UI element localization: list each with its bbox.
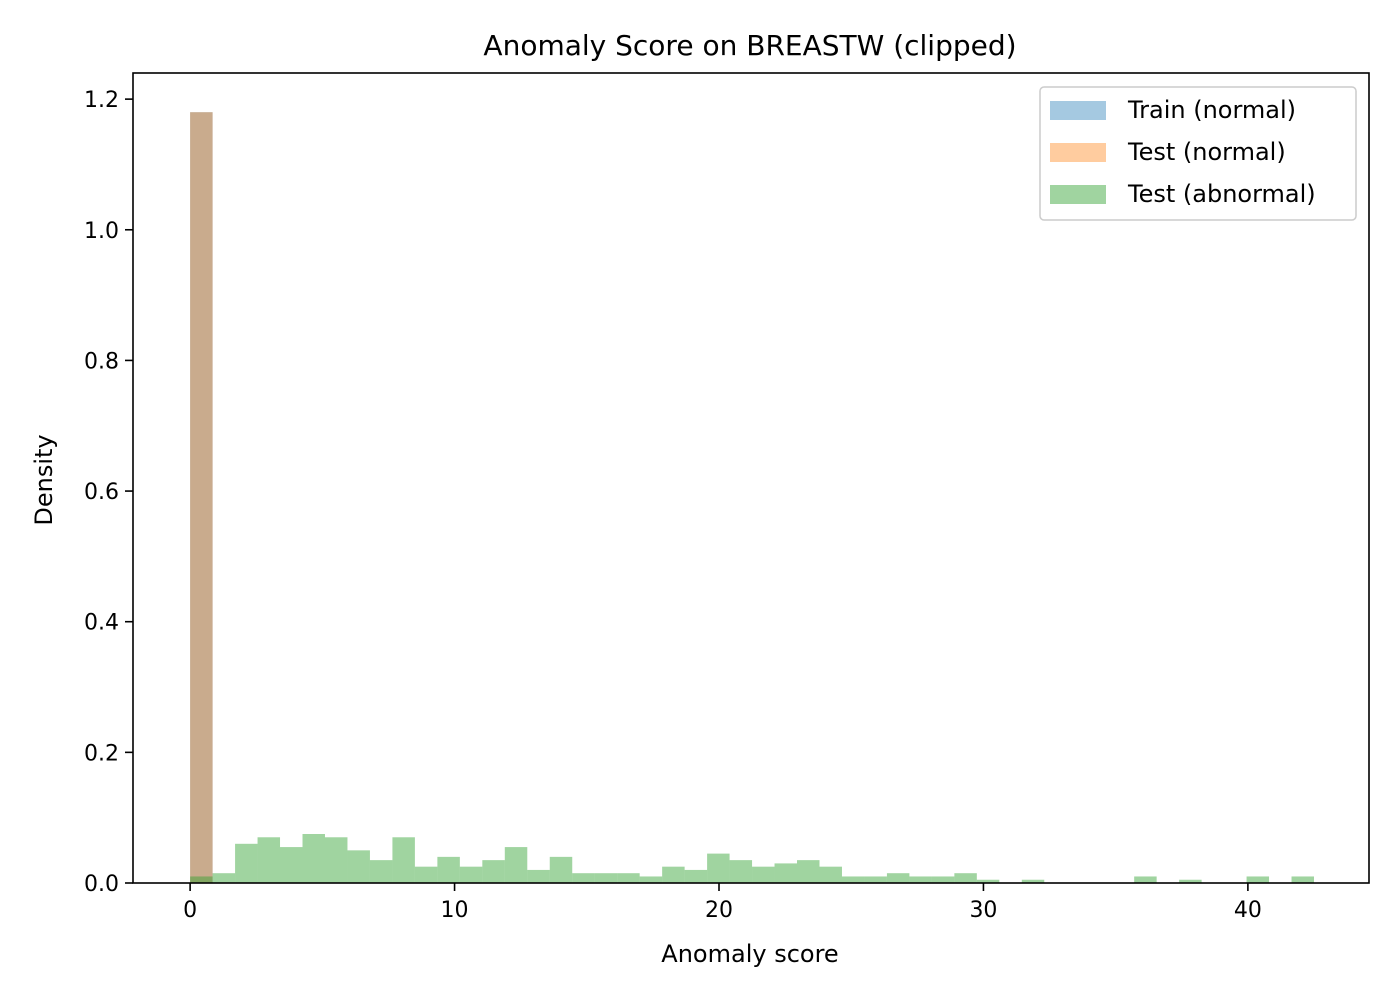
x-axis-label: Anomaly score bbox=[661, 940, 838, 968]
x-tick-label-40: 40 bbox=[1234, 898, 1262, 923]
bar-series2-bin4 bbox=[280, 847, 303, 883]
bar-series2-bin49 bbox=[1291, 876, 1314, 883]
bar-series2-bin33 bbox=[931, 876, 955, 883]
legend-swatch-2 bbox=[1050, 185, 1106, 204]
bar-series2-bin35 bbox=[976, 879, 1000, 883]
bar-series2-bin14 bbox=[504, 847, 528, 883]
bar-series2-bin10 bbox=[414, 866, 438, 883]
bar-series2-bin8 bbox=[369, 860, 393, 883]
bar-series2-bin2 bbox=[235, 843, 258, 883]
bar-series2-bin20 bbox=[639, 876, 663, 883]
bar-series2-bin25 bbox=[752, 866, 775, 883]
legend-swatch-0 bbox=[1050, 101, 1106, 120]
x-tick-label-30: 30 bbox=[969, 898, 997, 923]
y-tick-label-4: 0.8 bbox=[84, 349, 119, 374]
bar-series2-bin3 bbox=[257, 837, 281, 883]
bar-series2-bin22 bbox=[684, 869, 708, 883]
bar-series2-bin19 bbox=[617, 873, 640, 883]
legend-label-2: Test (abnormal) bbox=[1127, 180, 1316, 208]
legend-swatch-1 bbox=[1050, 143, 1106, 162]
y-tick-label-1: 0.2 bbox=[84, 741, 119, 766]
bar-series2-bin6 bbox=[324, 837, 348, 883]
bar-series2-bin27 bbox=[797, 860, 820, 883]
plot-area: 0 10 20 30 40 0.0 0.2 0.4 0.6 0.8 1.0 1.2 bbox=[84, 72, 1370, 923]
bar-series2-bin31 bbox=[886, 873, 910, 883]
bar-series2-bin15 bbox=[527, 869, 550, 883]
y-tick-label-0: 0.0 bbox=[84, 872, 119, 897]
bar-series2-bin11 bbox=[437, 856, 460, 883]
bar-series2-bin17 bbox=[572, 873, 595, 883]
bar-series2-bin13 bbox=[482, 860, 505, 883]
legend-label-0: Train (normal) bbox=[1127, 96, 1296, 124]
bar-series2-bin44 bbox=[1179, 879, 1202, 883]
bar-series2-bin9 bbox=[392, 837, 415, 883]
x-tick-label-20: 20 bbox=[705, 898, 733, 923]
y-tick-label-6: 1.2 bbox=[84, 88, 119, 113]
bar-series2-bin32 bbox=[909, 876, 932, 883]
y-tick-label-3: 0.6 bbox=[84, 480, 119, 505]
legend: Train (normal) Test (normal) Test (abnorma… bbox=[1039, 86, 1357, 221]
bar-series2-bin1 bbox=[212, 873, 236, 883]
bar-series2-bin23 bbox=[707, 853, 730, 883]
y-axis-label: Density bbox=[30, 434, 58, 525]
bar-series2-bin12 bbox=[459, 866, 483, 883]
bar-series2-bin7 bbox=[347, 850, 370, 883]
y-tick-label-2: 0.4 bbox=[84, 611, 119, 636]
legend-frame bbox=[1039, 86, 1357, 221]
bar-series2-bin18 bbox=[594, 873, 618, 883]
bar-series2-bin37 bbox=[1021, 879, 1045, 883]
bar-series2-bin30 bbox=[864, 876, 887, 883]
bar-series2-bin34 bbox=[954, 873, 977, 883]
bar-series0-bin0 bbox=[190, 112, 213, 884]
bar-series2-bin5 bbox=[302, 834, 325, 883]
bar-series2-bin16 bbox=[549, 856, 573, 883]
axes-frame bbox=[132, 72, 1370, 884]
bar-series2-bin42 bbox=[1134, 876, 1157, 883]
bar-series2-bin24 bbox=[729, 860, 753, 883]
y-tick-label-5: 1.0 bbox=[84, 219, 119, 244]
bar-series2-bin21 bbox=[662, 866, 685, 883]
bar-series2-bin28 bbox=[819, 866, 842, 883]
x-tick-label-10: 10 bbox=[441, 898, 469, 923]
chart-title: Anomaly Score on BREASTW (clipped) bbox=[483, 29, 1016, 62]
x-tick-label-0: 0 bbox=[183, 898, 197, 923]
legend-label-1: Test (normal) bbox=[1127, 138, 1286, 166]
bar-series2-bin26 bbox=[774, 863, 798, 883]
bar-series2-bin0 bbox=[190, 876, 213, 883]
bar-series2-bin47 bbox=[1246, 876, 1270, 883]
bar-series1-bin0 bbox=[190, 112, 213, 884]
bar-series2-bin29 bbox=[841, 876, 865, 883]
